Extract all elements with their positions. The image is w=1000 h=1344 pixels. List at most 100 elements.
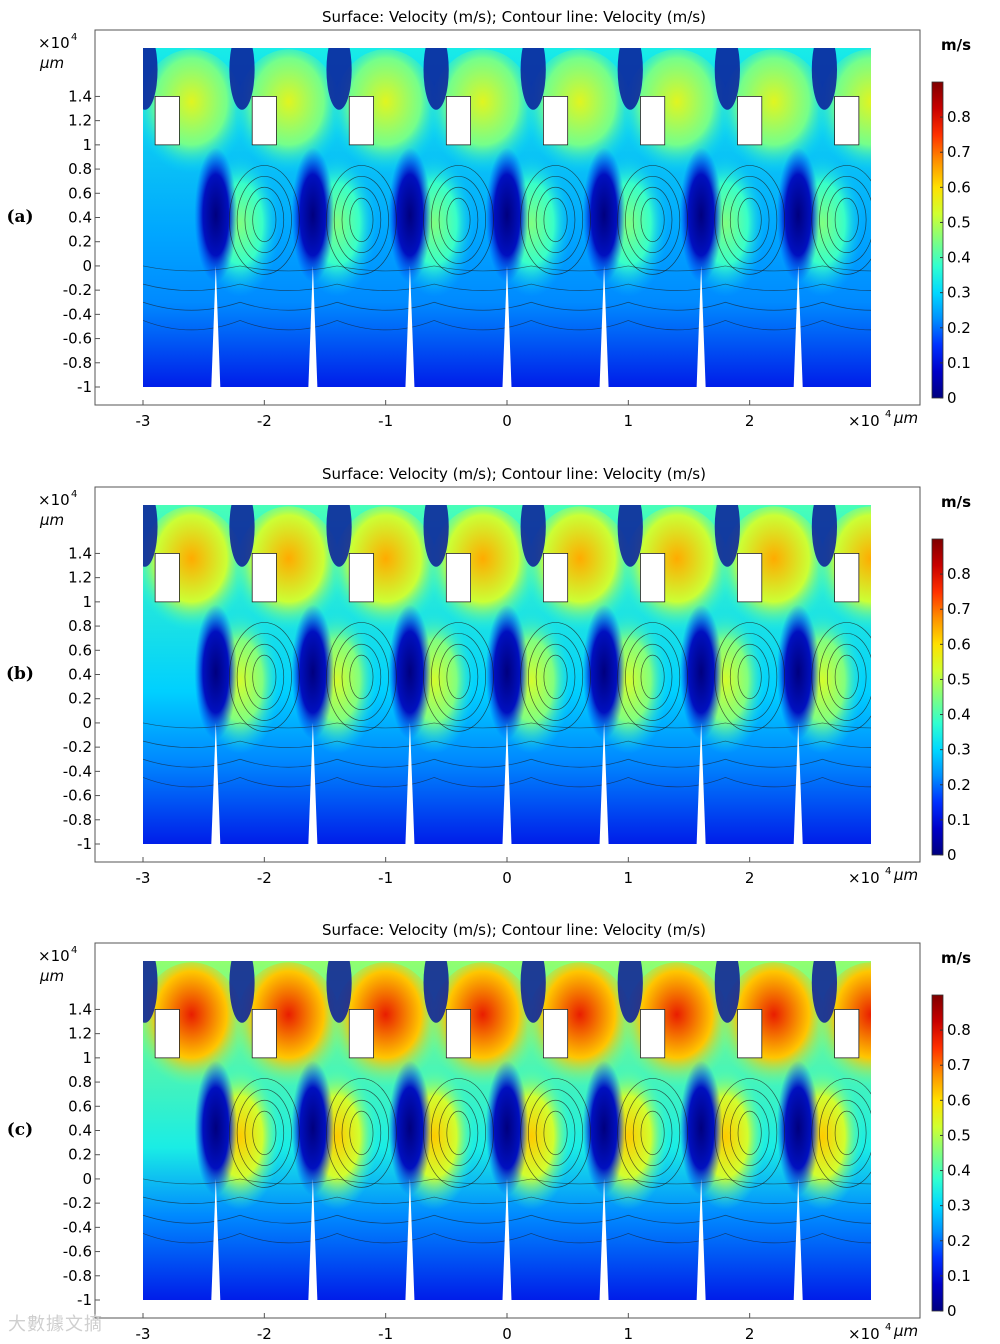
- jet-region: [720, 506, 828, 637]
- contour-line: [143, 1196, 871, 1204]
- y-tick-label: -1: [77, 1291, 92, 1309]
- splitter-plate: [405, 722, 415, 844]
- colorbar-tick-label: 0.7: [947, 1056, 971, 1074]
- colorbar-tick-label: 0: [947, 389, 957, 407]
- contour-line: [826, 1099, 867, 1166]
- jet-region: [143, 962, 245, 1093]
- top-dead-zone: [326, 961, 352, 1023]
- contour-line: [333, 175, 389, 264]
- contour-line: [737, 197, 762, 243]
- jet-region: [526, 49, 634, 180]
- contour-line: [143, 1233, 871, 1244]
- contour-line: [143, 301, 871, 311]
- y-multiplier: ×10: [38, 491, 70, 509]
- splitter-plate: [502, 722, 512, 844]
- obstacle-block: [640, 553, 666, 603]
- contour-line: [438, 186, 479, 253]
- splitter-plate: [308, 265, 318, 387]
- splitter-plate: [405, 1178, 415, 1300]
- top-dead-zone: [143, 48, 158, 110]
- contour-line: [811, 1078, 871, 1188]
- x-tick-label: 1: [624, 1325, 634, 1340]
- contour-line: [632, 186, 673, 253]
- y-multiplier-exponent: 4: [71, 32, 77, 43]
- contour-line: [722, 632, 778, 721]
- contour-line: [520, 1078, 591, 1188]
- colorbar-tick-label: 0.8: [947, 565, 971, 583]
- colorbar-tick-label: 0.8: [947, 1021, 971, 1039]
- obstacle-block: [445, 1009, 472, 1059]
- x-axis-unit: µm: [893, 409, 918, 427]
- low-velocity-lobe: [194, 147, 238, 283]
- y-tick-label: 0.8: [68, 1073, 92, 1091]
- contour-line: [326, 165, 397, 275]
- y-tick-label: 0: [82, 1170, 92, 1188]
- colorbar-unit: m/s: [941, 36, 971, 54]
- colorbar-tick-label: 0.6: [947, 635, 971, 653]
- y-tick-label: -1: [77, 835, 92, 853]
- panel-title: Surface: Velocity (m/s); Contour line: V…: [322, 921, 706, 939]
- x-tick-label: 2: [745, 412, 755, 430]
- splitter-plate: [308, 1178, 318, 1300]
- contour-line: [143, 1178, 871, 1185]
- contour-line: [326, 1078, 397, 1188]
- top-dead-zone: [617, 48, 643, 110]
- colorbar-tick-label: 0.2: [947, 776, 971, 794]
- contour-line: [438, 643, 479, 710]
- contour-line: [543, 197, 568, 243]
- contour-line: [632, 1099, 673, 1166]
- y-tick-label: -0.8: [63, 811, 92, 829]
- y-tick-label: 0.4: [68, 209, 92, 227]
- low-velocity-lobe: [485, 1060, 529, 1196]
- y-multiplier-exponent: 4: [71, 489, 77, 500]
- x-tick-label: -1: [378, 869, 393, 887]
- top-dead-zone: [520, 961, 546, 1023]
- obstacle-block: [251, 553, 277, 603]
- contour-line: [543, 1110, 568, 1156]
- contour-line: [143, 740, 871, 748]
- top-dead-zone: [811, 48, 838, 110]
- jet-region: [623, 962, 731, 1093]
- low-velocity-lobe: [194, 604, 238, 740]
- top-dead-zone: [811, 505, 838, 567]
- x-axis-unit: µm: [893, 1322, 918, 1340]
- y-axis-unit: µm: [39, 54, 64, 72]
- jet-region: [526, 962, 634, 1093]
- y-tick-label: -0.4: [63, 305, 92, 323]
- colorbar-tick-label: 0.6: [947, 1091, 971, 1109]
- y-tick-label: 0.4: [68, 1122, 92, 1140]
- low-velocity-lobe: [582, 604, 626, 740]
- colorbar-tick-label: 0.3: [947, 1197, 971, 1215]
- contour-line: [834, 654, 859, 700]
- contour-line: [423, 622, 494, 732]
- contour-line: [811, 165, 871, 275]
- splitter-plate: [793, 265, 803, 387]
- contour-line: [714, 1078, 785, 1188]
- splitter-plate: [211, 1178, 221, 1300]
- colorbar-tick-label: 0.2: [947, 319, 971, 337]
- contour-line: [229, 1078, 300, 1188]
- low-velocity-lobe: [582, 147, 626, 283]
- contour-line: [229, 165, 300, 275]
- contour-line: [617, 165, 688, 275]
- contour-line: [617, 622, 688, 732]
- low-velocity-lobe: [679, 1060, 723, 1196]
- y-tick-label: 0: [82, 257, 92, 275]
- panel-1: Surface: Velocity (m/s); Contour line: V…: [6, 8, 971, 430]
- contour-line: [333, 632, 389, 721]
- jet-region: [332, 506, 440, 637]
- obstacle-block: [834, 96, 860, 146]
- contour-line: [729, 1099, 770, 1166]
- contour-line: [528, 1088, 584, 1177]
- contour-line: [737, 654, 762, 700]
- contour-line: [252, 1110, 277, 1156]
- colorbar-unit: m/s: [941, 949, 971, 967]
- jet-region: [235, 506, 342, 637]
- contour-line: [430, 175, 486, 264]
- x-tick-label: -3: [136, 1325, 151, 1340]
- x-tick-label: 0: [502, 1325, 512, 1340]
- low-velocity-lobe: [679, 604, 723, 740]
- colorbar-tick-label: 0.3: [947, 741, 971, 759]
- contour-line: [341, 186, 382, 253]
